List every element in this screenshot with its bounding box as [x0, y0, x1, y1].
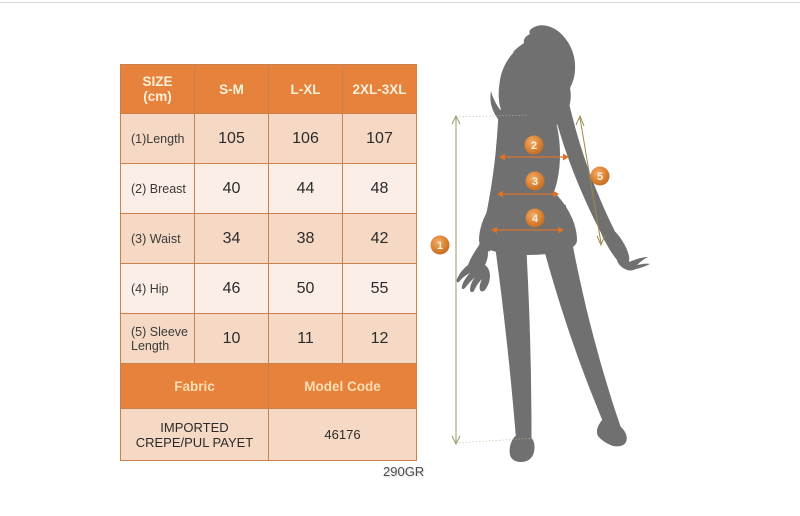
svg-text:2: 2 — [531, 140, 537, 152]
svg-text:5: 5 — [597, 171, 603, 183]
svg-text:3: 3 — [532, 176, 538, 188]
svg-text:1: 1 — [437, 240, 443, 252]
svg-text:4: 4 — [532, 213, 539, 225]
